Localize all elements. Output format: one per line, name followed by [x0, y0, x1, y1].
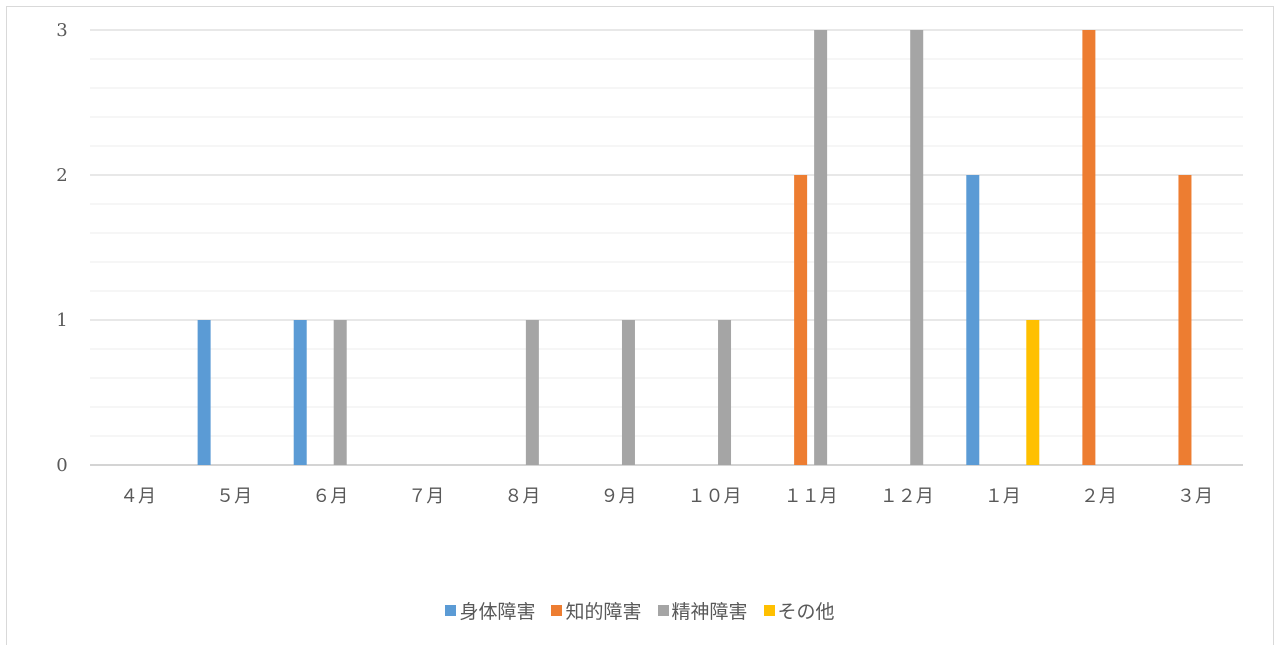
bar [910, 30, 924, 465]
bar [525, 320, 539, 465]
legend-label: 知的障害 [565, 601, 642, 623]
legend-swatch [445, 605, 457, 616]
x-tick-label: ８月 [504, 486, 540, 507]
legend-label: 精神障害 [671, 601, 748, 623]
legend-item: 知的障害 [551, 597, 642, 624]
bar [1178, 175, 1192, 465]
y-tick-label: 0 [56, 455, 67, 476]
bar [794, 175, 808, 465]
y-tick-label: 3 [56, 20, 67, 41]
legend-swatch [551, 605, 563, 616]
y-tick-label: 2 [56, 165, 67, 186]
bar [966, 175, 980, 465]
gridlines [90, 29, 1243, 466]
x-tick-label: １１月 [784, 486, 838, 507]
bar [293, 320, 307, 465]
bar [1026, 320, 1040, 465]
y-tick-labels: 0 1 2 3 [56, 20, 67, 476]
legend-item: その他 [763, 597, 835, 624]
legend: 身体障害 知的障害 精神障害 その他 [0, 597, 1280, 624]
bar [197, 320, 211, 465]
x-tick-label: ４月 [120, 486, 156, 507]
bar [718, 320, 732, 465]
legend-item: 身体障害 [445, 597, 535, 624]
bar [333, 320, 347, 465]
x-tick-label: ２月 [1081, 486, 1117, 507]
bar [621, 320, 635, 465]
x-tick-label: ３月 [1177, 486, 1213, 507]
x-tick-label: ５月 [216, 486, 252, 507]
legend-swatch [657, 605, 669, 616]
legend-swatch [763, 605, 775, 616]
legend-label: 身体障害 [459, 601, 536, 623]
x-tick-label: ９月 [600, 486, 636, 507]
x-tick-label: １０月 [688, 486, 742, 507]
chart-frame [6, 6, 1274, 645]
x-tick-label: ７月 [408, 486, 444, 507]
legend-label: その他 [777, 601, 835, 623]
bar [814, 30, 828, 465]
y-tick-label: 1 [56, 310, 67, 331]
x-tick-labels: ４月 ５月 ６月 ７月 ８月 ９月 １０月 １１月 １２月 １月 ２月 ３月 [120, 486, 1213, 507]
legend-item: 精神障害 [657, 597, 748, 624]
x-tick-label: ６月 [312, 486, 348, 507]
x-tick-label: １月 [985, 486, 1021, 507]
bars [197, 30, 1192, 465]
bar [1082, 30, 1096, 465]
x-tick-label: １２月 [880, 486, 934, 507]
